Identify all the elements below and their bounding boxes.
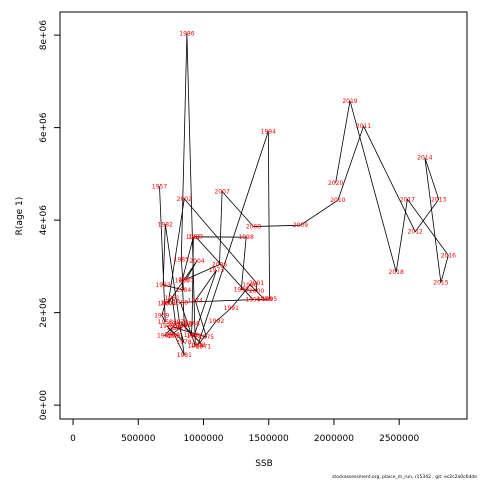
y-tick-label: 6e+06 — [39, 112, 49, 143]
point-label-1996: 1996 — [245, 297, 260, 304]
x-axis-title: SSB — [255, 459, 273, 469]
point-label-1961: 1961 — [165, 295, 180, 302]
point-label-1990: 1990 — [242, 282, 257, 289]
point-label-2016: 2016 — [441, 252, 456, 259]
point-label-1999: 1999 — [234, 287, 249, 294]
point-label-1989: 1989 — [257, 296, 272, 303]
point-label-2013: 2013 — [431, 196, 446, 203]
point-label-1988: 1988 — [173, 299, 188, 306]
point-label-2001: 2001 — [249, 280, 264, 287]
x-tick-label: 500000 — [121, 434, 156, 444]
point-label-2018: 2018 — [389, 269, 404, 276]
x-tick-label: 2500000 — [379, 434, 419, 444]
point-label-2002: 2002 — [177, 196, 192, 203]
point-label-1995: 1995 — [262, 296, 277, 303]
point-label-2006: 2006 — [212, 262, 227, 269]
point-label-1963: 1963 — [157, 332, 172, 339]
point-label-1975: 1975 — [199, 334, 214, 341]
point-label-1992: 1992 — [209, 318, 224, 325]
point-label-1981: 1981 — [177, 352, 192, 359]
point-label-1987: 1987 — [188, 343, 203, 350]
point-label-2004: 2004 — [189, 258, 204, 265]
y-tick-label: 2e+06 — [39, 297, 49, 328]
point-label-1971: 1971 — [196, 343, 211, 350]
y-tick-label: 8e+06 — [39, 20, 49, 51]
point-label-1980: 1980 — [167, 333, 182, 340]
point-label-2000: 2000 — [249, 288, 264, 295]
point-label-1977: 1977 — [172, 325, 187, 332]
point-label-1974: 1974 — [188, 298, 203, 305]
footer-caption: stockassessment.org, plaice_m_run, r1534… — [332, 474, 477, 480]
point-label-1986: 1986 — [179, 31, 194, 38]
point-label-1968: 1968 — [185, 320, 200, 327]
point-label-2009: 2009 — [293, 222, 308, 229]
point-label-1982: 1982 — [158, 221, 173, 228]
point-label-2010: 2010 — [330, 197, 345, 204]
point-label-1970: 1970 — [173, 319, 188, 326]
point-label-1960: 1960 — [158, 300, 173, 307]
point-label-1998: 1998 — [239, 234, 254, 241]
point-label-2017: 2017 — [400, 196, 415, 203]
point-label-1969: 1969 — [184, 332, 199, 339]
x-tick-label: 2000000 — [314, 434, 354, 444]
point-label-1973: 1973 — [209, 267, 224, 274]
point-label-1994: 1994 — [261, 128, 276, 135]
y-tick-label: 0e+00 — [39, 390, 49, 421]
point-label-1966: 1966 — [175, 277, 190, 284]
point-label-1993: 1993 — [190, 342, 205, 349]
point-label-2003: 2003 — [161, 300, 176, 307]
x-axis: 0 500000 1000000 1500000 2000000 2500000 — [70, 418, 419, 444]
point-label-1979: 1979 — [159, 323, 174, 330]
point-label-1962: 1962 — [168, 321, 183, 328]
point-label-1957: 1957 — [152, 183, 167, 190]
x-tick-label: 1000000 — [183, 434, 223, 444]
point-label-2008: 2008 — [246, 224, 261, 231]
y-axis-title: R(age 1) — [15, 197, 25, 236]
point-label-1991: 1991 — [224, 305, 239, 312]
point-label-1964: 1964 — [164, 331, 179, 338]
point-label-1985: 1985 — [174, 256, 189, 263]
y-tick-label: 4e+06 — [39, 205, 49, 236]
point-label-1984: 1984 — [176, 287, 191, 294]
point-label-2015: 2015 — [433, 280, 448, 287]
point-label-1976: 1976 — [166, 324, 181, 331]
point-label-2014: 2014 — [417, 155, 432, 162]
point-label-1983: 1983 — [155, 282, 170, 289]
point-label-2007: 2007 — [215, 188, 230, 195]
point-label-1967: 1967 — [186, 234, 201, 241]
point-label-2012: 2012 — [408, 229, 423, 236]
point-label-1997: 1997 — [188, 234, 203, 241]
point-label-1978: 1978 — [176, 339, 191, 346]
y-axis: 0e+00 2e+06 4e+06 6e+06 8e+06 — [39, 20, 61, 421]
point-label-1958: 1958 — [158, 319, 173, 326]
x-tick-label: 1500000 — [249, 434, 289, 444]
point-label-2011: 2011 — [356, 123, 371, 130]
point-label-2019: 2019 — [342, 98, 357, 105]
point-label-1959: 1959 — [154, 312, 169, 319]
point-label-1972: 1972 — [186, 333, 201, 340]
point-label-1965: 1965 — [177, 322, 192, 329]
x-tick-label: 0 — [70, 434, 76, 444]
point-label-2005: 2005 — [179, 276, 194, 283]
series-line — [159, 33, 449, 356]
point-label-2020: 2020 — [328, 180, 343, 187]
